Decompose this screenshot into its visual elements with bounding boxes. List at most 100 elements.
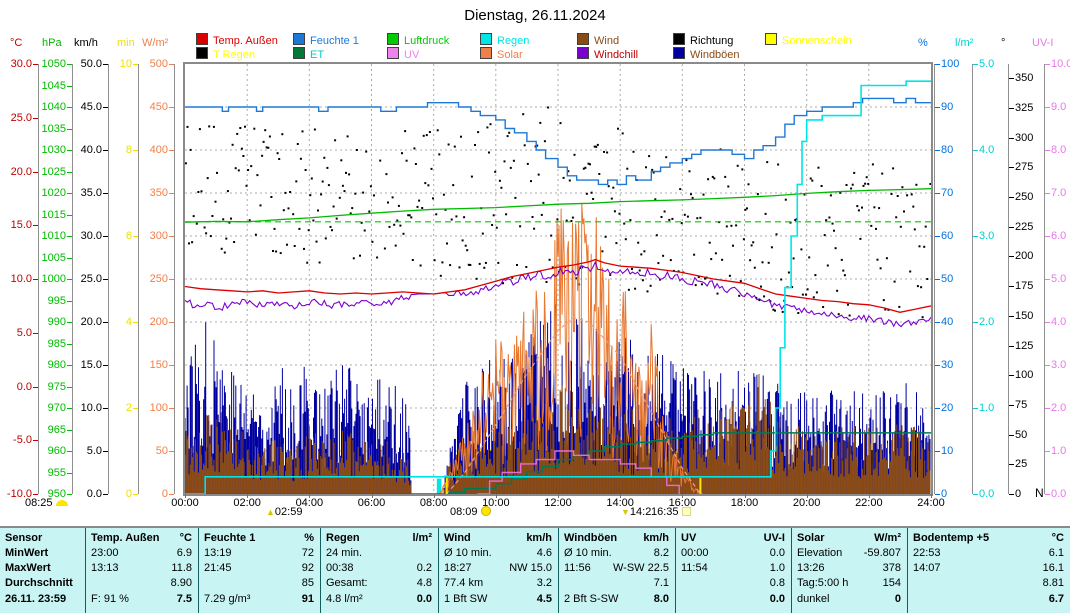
wind-direction-dot	[331, 229, 333, 232]
table-cell-value: 7.5	[176, 593, 192, 605]
axis-tick-label: 80	[941, 144, 954, 156]
legend-label: Richtung	[690, 35, 734, 47]
axis-tick-label: 1.0	[979, 402, 995, 414]
wind-direction-dot	[551, 266, 554, 269]
table-column-regen: Regen l/m² 24 min. 00:38 0.2 Gesamt: 4.8 4.8 l/…	[320, 528, 438, 613]
legend-label: Windböen	[690, 49, 740, 61]
wind-direction-dot	[691, 196, 694, 199]
table-cell-value: 4.6	[536, 547, 552, 559]
wind-direction-dot	[646, 290, 649, 293]
axis-header-°C: °C	[10, 37, 23, 49]
legend-item-temp-au-en: Temp. Außen	[196, 33, 278, 47]
axis-tick	[935, 107, 940, 108]
axis-tick-label: 2.0	[1051, 402, 1067, 414]
wind-direction-dot	[231, 143, 234, 146]
axis-tick-label: 1010	[41, 230, 66, 242]
wind-direction-dot	[359, 254, 361, 257]
wind-direction-dot	[651, 168, 654, 171]
wind-direction-dot	[662, 254, 665, 257]
wind-direction-dot	[245, 184, 248, 187]
axis-tick	[169, 279, 174, 280]
axis-tick	[33, 440, 38, 441]
wind-direction-dot	[853, 171, 856, 174]
table-column-header: Bodentemp +5 °C	[908, 530, 1070, 546]
wind-direction-dot	[895, 216, 898, 219]
windchill-line	[185, 260, 931, 328]
wind-direction-dot	[668, 218, 671, 221]
wind-direction-dot	[784, 198, 787, 201]
legend-item-regen: Regen	[480, 33, 529, 47]
wind-direction-dot	[511, 276, 514, 279]
legend-label: Sonnenschein	[782, 35, 852, 47]
x-axis-tick	[682, 494, 683, 498]
wind-direction-dot	[817, 166, 820, 169]
wind-direction-dot	[906, 194, 909, 197]
wind-direction-dot	[385, 173, 388, 176]
table-column-name: Temp. Außen	[91, 532, 160, 544]
wind-direction-dot	[657, 262, 660, 265]
table-row-label: Sensor	[5, 532, 43, 544]
table-cell-row: 2 Bft S-SW 8.0	[559, 591, 675, 608]
x-axis-tick	[620, 494, 621, 498]
wind-direction-dot	[618, 212, 621, 215]
wind-direction-dot	[273, 227, 276, 230]
wind-direction-dot	[747, 183, 750, 186]
legend-item-uv: UV	[387, 47, 419, 61]
axis-tick-label: 30	[941, 359, 954, 371]
wind-direction-dot	[548, 258, 551, 261]
wind-direction-dot	[777, 163, 780, 166]
axis-tick-label: 1035	[41, 123, 66, 135]
wind-direction-dot	[502, 282, 504, 285]
axis-tick-label: 10.0	[1051, 58, 1070, 70]
table-row-label: MinWert	[5, 547, 49, 559]
wind-direction-dot	[741, 168, 744, 171]
plot-area	[183, 62, 933, 496]
wind-direction-dot	[407, 214, 410, 217]
table-cell-value: 6.9	[176, 547, 192, 559]
wind-direction-dot	[318, 261, 321, 264]
wind-direction-dot	[514, 196, 517, 199]
wind-direction-dot	[240, 147, 243, 150]
wind-direction-dot	[503, 160, 506, 163]
table-cell-value: 0.0	[416, 593, 432, 605]
wind-direction-dot	[214, 200, 217, 203]
wind-direction-dot	[492, 214, 495, 217]
wind-direction-dot	[270, 196, 273, 198]
wind-direction-dot	[467, 263, 470, 266]
table-cell-row: 18:27 NW 15.0	[439, 561, 558, 576]
table-cell-row: 13:26 378	[792, 561, 907, 576]
wind-direction-dot	[399, 224, 402, 227]
axis-tick	[1045, 193, 1050, 194]
table-column-header: Windböen km/h	[559, 530, 675, 546]
axis-tick	[935, 322, 940, 323]
wind-direction-dot	[774, 309, 776, 312]
wind-direction-dot	[811, 179, 814, 182]
axis-tick	[1009, 346, 1014, 347]
axis-tick-label: 10.0	[80, 402, 102, 414]
table-cell-value: 0.0	[769, 593, 785, 605]
axis-tick-label: 975	[47, 381, 66, 393]
axis-tick-label: 8.0	[1051, 144, 1067, 156]
wind-direction-dot	[306, 261, 309, 264]
wind-direction-dot	[237, 169, 240, 172]
wind-direction-dot	[368, 210, 371, 213]
legend-swatch	[480, 33, 492, 45]
page-title: Dienstag, 26.11.2024	[464, 7, 606, 24]
wind-direction-dot	[716, 292, 719, 295]
table-cell-row: 0.8	[676, 576, 791, 591]
axis-tick-label: 950	[47, 488, 66, 500]
wind-direction-dot	[547, 106, 550, 109]
wind-direction-dot	[885, 257, 888, 260]
axis-tick-label: 325	[1015, 102, 1034, 114]
wind-direction-dot	[461, 239, 464, 242]
wind-direction-dot	[522, 113, 525, 116]
wind-direction-dot	[669, 259, 672, 262]
wind-direction-dot	[531, 216, 534, 218]
table-cell-label: 21:45	[204, 562, 232, 574]
wind-direction-dot	[495, 226, 498, 229]
wind-direction-dot	[469, 264, 472, 266]
wind-direction-dot	[696, 217, 699, 220]
axis-tick-label: 990	[47, 316, 66, 328]
legend-label: Feuchte 1	[310, 35, 359, 47]
axis-tick	[67, 301, 72, 302]
